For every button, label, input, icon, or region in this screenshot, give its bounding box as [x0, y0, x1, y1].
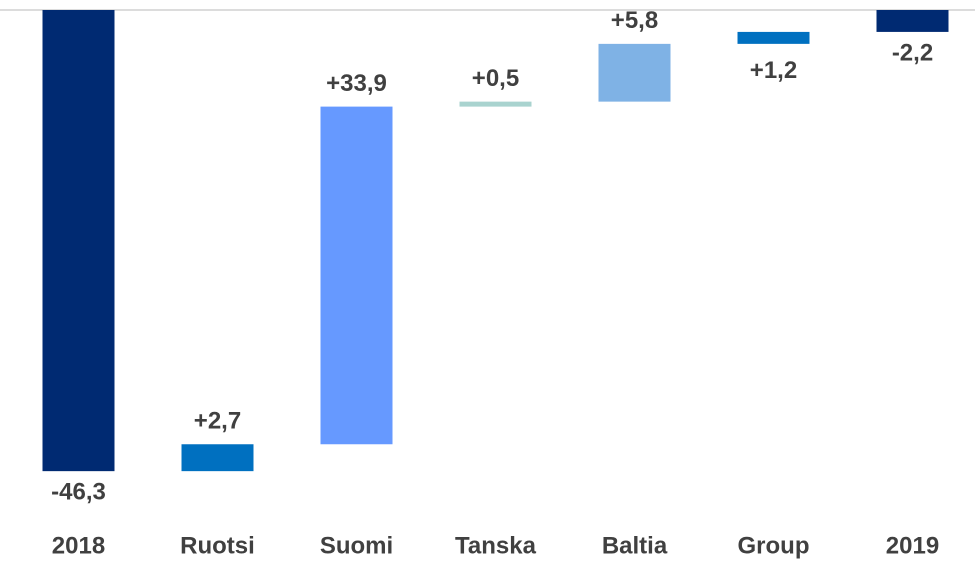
value-label: -2,2 — [892, 39, 933, 66]
bar — [181, 444, 254, 472]
value-label: -46,3 — [51, 478, 106, 505]
bar — [876, 10, 949, 32]
value-label: +2,7 — [194, 408, 241, 435]
value-label: +0,5 — [472, 65, 519, 92]
x-tick-label: 2018 — [52, 532, 105, 559]
bar — [459, 101, 532, 107]
bar — [320, 106, 393, 445]
x-tick-label: 2019 — [886, 532, 939, 559]
x-tick-label: Ruotsi — [180, 532, 255, 559]
x-tick-label: Suomi — [320, 532, 393, 559]
x-tick-label: Tanska — [455, 532, 537, 559]
value-label: +1,2 — [750, 57, 797, 84]
value-label: +5,8 — [611, 7, 658, 34]
x-tick-label: Baltia — [602, 532, 668, 559]
value-label: +33,9 — [326, 70, 387, 97]
bar — [598, 43, 671, 102]
x-tick-label: Group — [738, 532, 810, 559]
bar — [737, 31, 810, 44]
bar — [42, 10, 115, 472]
